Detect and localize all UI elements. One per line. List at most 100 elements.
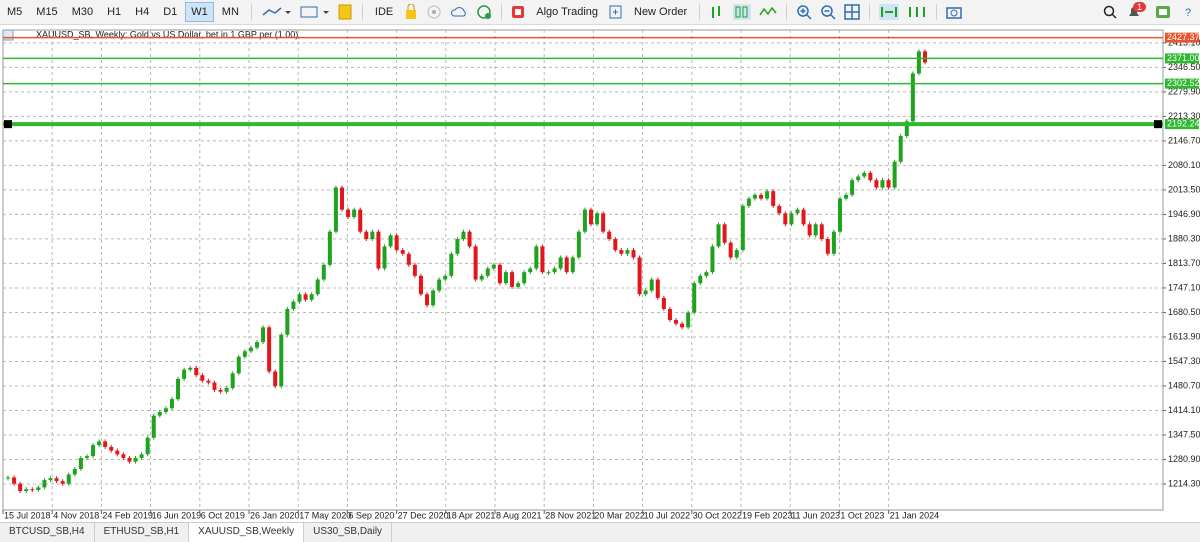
- x-tick-label: 26 Jan 2020: [250, 510, 300, 520]
- candle: [637, 257, 642, 295]
- autoscroll-button[interactable]: [879, 4, 900, 20]
- x-tick-label: 18 Apr 2021: [447, 510, 496, 520]
- candle: [831, 231, 836, 254]
- candle: [467, 231, 472, 247]
- y-tick-label: 1280.90: [1168, 454, 1200, 464]
- search-button[interactable]: [1102, 4, 1118, 20]
- timeframe-button[interactable]: M5: [7, 6, 23, 18]
- candle: [516, 283, 521, 287]
- timeframes: M5 M15 M30 H1 H4 D1 W1 MN: [0, 2, 246, 22]
- timeframe-button[interactable]: H4: [135, 6, 150, 18]
- candle: [868, 172, 873, 181]
- candle: [510, 272, 515, 287]
- candle: [728, 242, 733, 258]
- candle: [133, 457, 138, 462]
- y-tick-label: 1880.30: [1168, 233, 1200, 243]
- chart-tab[interactable]: US30_SB,Daily: [304, 523, 393, 542]
- chart-tab[interactable]: XAUUSD_SB,Weekly: [189, 523, 305, 542]
- candle: [443, 275, 448, 280]
- x-tick-label: 28 Nov 2021: [545, 510, 596, 520]
- candle: [461, 231, 466, 240]
- y-tick-label: 1347.50: [1168, 429, 1200, 439]
- y-tick-label: 2279.90: [1168, 86, 1200, 96]
- candle: [139, 454, 144, 458]
- candle: [667, 308, 672, 320]
- tile-button[interactable]: [844, 4, 860, 20]
- screenshot-button[interactable]: [946, 4, 962, 20]
- community-button[interactable]: [1154, 4, 1172, 20]
- y-tick-label: 1747.10: [1168, 282, 1200, 292]
- line-chart-button[interactable]: [759, 4, 777, 20]
- x-tick-label: 17 May 2020: [299, 510, 351, 520]
- lock-button[interactable]: [404, 4, 418, 20]
- candle: [892, 161, 897, 188]
- cloud-button[interactable]: [450, 4, 468, 20]
- vps-button[interactable]: [476, 4, 492, 20]
- candle: [115, 450, 120, 455]
- candle: [710, 246, 715, 273]
- candle: [856, 176, 861, 181]
- y-tick-label: 1414.10: [1168, 405, 1200, 415]
- candle: [844, 194, 849, 199]
- candle: [406, 253, 411, 265]
- candle-chart-button[interactable]: [733, 4, 752, 20]
- candle: [327, 231, 332, 265]
- signals-button[interactable]: [426, 4, 442, 20]
- candle: [540, 246, 545, 273]
- candle: [601, 213, 606, 232]
- candle: [619, 250, 624, 254]
- shift-button[interactable]: [907, 4, 927, 20]
- indicators-button[interactable]: [299, 5, 329, 19]
- x-tick-label: 19 Feb 2023: [742, 510, 793, 520]
- candle: [783, 213, 788, 225]
- chart-type-button[interactable]: [261, 5, 291, 19]
- timeframe-button[interactable]: MN: [221, 6, 239, 18]
- candle: [771, 191, 776, 206]
- candle: [145, 437, 150, 455]
- candle: [807, 224, 812, 236]
- zoom-out-button[interactable]: [820, 4, 836, 20]
- chart: XAUUSD_SB, Weekly: Gold vs US Dollar, be…: [2, 29, 1200, 520]
- candle: [303, 294, 308, 300]
- x-tick-label: 16 Jun 2019: [152, 510, 202, 520]
- candle: [285, 308, 290, 335]
- templates-button[interactable]: [337, 4, 353, 20]
- y-tick-label: 2146.70: [1168, 135, 1200, 145]
- candle: [698, 275, 703, 284]
- y-tick-label: 1613.90: [1168, 331, 1200, 341]
- timeframe-button[interactable]: M15: [36, 6, 58, 18]
- candle: [582, 209, 587, 232]
- ide-button[interactable]: IDE: [374, 6, 394, 18]
- candle: [309, 294, 314, 300]
- candle: [862, 172, 867, 177]
- candle: [607, 231, 612, 240]
- timeframe-button[interactable]: D1: [163, 6, 178, 18]
- candle: [97, 441, 102, 446]
- candle: [497, 264, 502, 284]
- candle: [412, 264, 417, 276]
- chart-tab[interactable]: BTCUSD_SB,H4: [0, 523, 95, 542]
- bar-chart-button[interactable]: [709, 4, 725, 20]
- timeframe-button[interactable]: H1: [107, 6, 122, 18]
- candle: [837, 198, 842, 232]
- candle: [66, 474, 71, 484]
- notifications-button[interactable]: 1: [1126, 2, 1147, 20]
- price-level-label: 2427.37: [1167, 32, 1200, 42]
- zoom-in-button[interactable]: [796, 4, 812, 20]
- help-button[interactable]: ?: [1180, 4, 1196, 20]
- separator: [699, 4, 701, 20]
- candle: [30, 489, 35, 491]
- candle: [382, 246, 387, 269]
- chart-tab[interactable]: ETHUSD_SB,H1: [95, 523, 190, 542]
- chart-tabs: BTCUSD_SB,H4 ETHUSD_SB,H1 XAUUSD_SB,Weekly…: [0, 522, 1200, 542]
- svg-text:?: ?: [1185, 7, 1191, 19]
- candle: [279, 334, 284, 387]
- candle: [916, 51, 921, 74]
- candle: [200, 375, 205, 381]
- new-order-button[interactable]: New Order: [634, 6, 688, 18]
- algo-trading-button[interactable]: Algo Trading: [536, 6, 598, 18]
- timeframe-button[interactable]: W1: [185, 2, 214, 22]
- candle: [60, 481, 65, 484]
- timeframe-button[interactable]: M30: [71, 6, 94, 18]
- candle: [795, 209, 800, 214]
